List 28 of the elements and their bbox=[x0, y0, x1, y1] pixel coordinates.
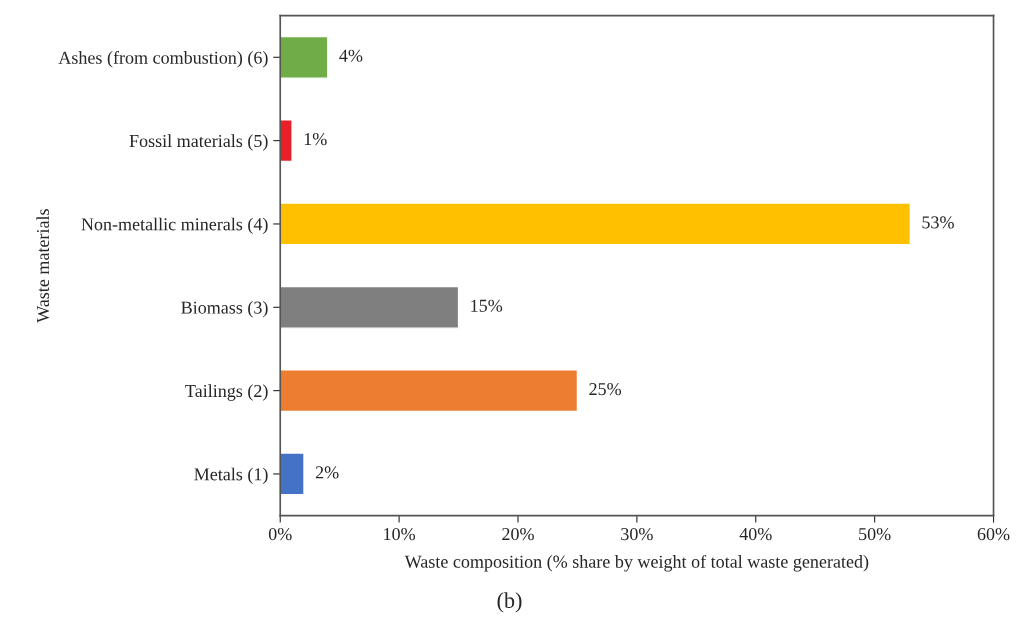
data-label: 25% bbox=[589, 382, 622, 396]
x-tick-label: 0% bbox=[268, 527, 292, 541]
x-tick-label: 60% bbox=[977, 527, 1010, 541]
bar bbox=[280, 119, 293, 163]
bar bbox=[280, 452, 305, 496]
x-tick-label: 50% bbox=[859, 527, 891, 541]
bar bbox=[280, 285, 460, 329]
y-tick-label: Biomass (3) bbox=[181, 301, 268, 318]
y-tick-label: Fossil materials (5) bbox=[129, 134, 268, 151]
y-tick-label: Tailings (2) bbox=[185, 384, 268, 401]
x-tick-label: 40% bbox=[739, 527, 772, 541]
y-tick-label: Ashes (from combustion) (6) bbox=[58, 50, 268, 68]
data-label: 4% bbox=[339, 49, 363, 62]
data-label: 53% bbox=[922, 216, 954, 229]
text: (b) bbox=[497, 592, 522, 613]
x-tick-label: 20% bbox=[502, 527, 534, 541]
data-label: 15% bbox=[471, 299, 503, 312]
bar bbox=[280, 35, 329, 79]
data-label: 1% bbox=[304, 132, 327, 146]
x-axis-title: Waste composition (% share by weight of total waste generated) bbox=[404, 554, 869, 572]
x-tick-label: 10% bbox=[384, 527, 416, 541]
data-label: 2% bbox=[315, 466, 339, 479]
bar bbox=[280, 202, 912, 246]
y-axis-title: Waste materials bbox=[36, 209, 50, 323]
x-tick-label: 30% bbox=[621, 527, 653, 541]
bar bbox=[280, 369, 579, 413]
y-tick-label: Non-metallic minerals (4) bbox=[81, 217, 268, 235]
y-tick-label: Metals (1) bbox=[194, 467, 268, 485]
